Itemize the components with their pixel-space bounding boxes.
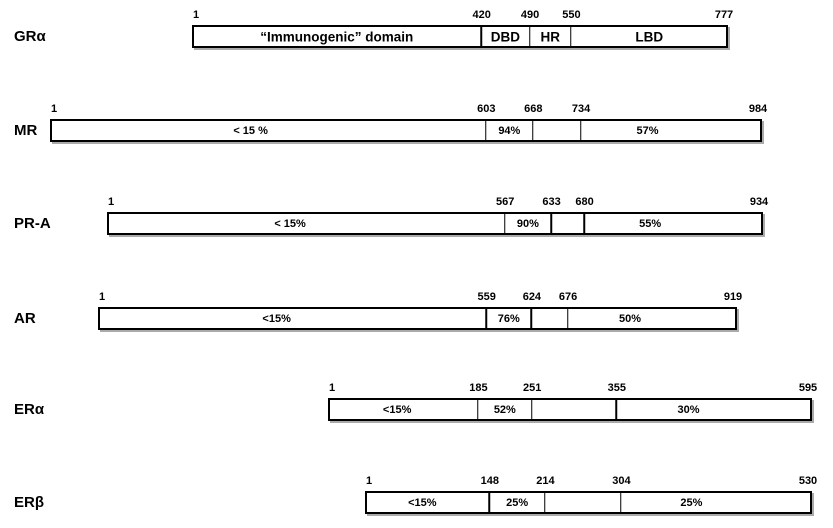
section-divider-line: [579, 121, 582, 140]
aa-position-marker: 251: [522, 382, 542, 394]
section-label: LBD: [635, 29, 664, 44]
receptor-label: AR: [14, 310, 36, 327]
section-divider-line: [550, 214, 552, 233]
aa-position-marker: 934: [749, 196, 769, 208]
aa-position-marker: 420: [472, 9, 491, 21]
section-divider-line: [544, 493, 546, 512]
section-label: 57%: [636, 124, 659, 137]
section-label: HR: [540, 29, 560, 44]
section-divider-line: [503, 214, 506, 233]
aa-position-marker: 919: [723, 291, 743, 303]
domain-bar: <15% 25% 25%: [365, 491, 812, 514]
aa-position-marker: 676: [558, 291, 578, 303]
receptor-label: PR-A: [14, 215, 51, 232]
aa-position-marker: 214: [536, 475, 555, 487]
aa-position-marker: 777: [714, 9, 734, 21]
receptor-label: ERα: [14, 401, 45, 418]
section-label: 25%: [506, 496, 529, 509]
domain-bar: < 15% 90% 55%: [107, 212, 763, 235]
aa-position-marker: 1: [329, 382, 336, 394]
aa-position-marker: 355: [607, 382, 626, 394]
aa-position-marker: 734: [571, 103, 591, 115]
section-divider-line: [615, 400, 618, 419]
section-label: DBD: [490, 29, 520, 44]
domain-bar: < 15 % 94% 57%: [50, 119, 762, 142]
aa-position-marker: 567: [496, 196, 515, 208]
section-label: <15%: [408, 496, 437, 509]
aa-position-marker: 984: [748, 103, 768, 115]
section-divider-line: [620, 493, 622, 512]
section-divider-line: [488, 493, 491, 512]
section-divider-line: [485, 121, 487, 140]
aa-position-marker: 148: [480, 475, 499, 487]
section-divider-line: [566, 309, 569, 328]
section-label: 94%: [498, 124, 521, 137]
section-label: <15%: [262, 312, 291, 325]
aa-position-marker: 559: [477, 291, 496, 303]
aa-position-marker: 1: [108, 196, 115, 208]
section-label: 55%: [639, 217, 662, 230]
aa-position-marker: 185: [469, 382, 488, 394]
aa-position-marker: 1: [51, 103, 58, 115]
section-divider-line: [530, 400, 533, 419]
aa-position-marker: 624: [522, 291, 542, 303]
aa-position-marker: 304: [612, 475, 631, 487]
section-label: <15%: [382, 403, 412, 416]
aa-position-marker: 595: [798, 382, 818, 394]
section-label: 25%: [680, 496, 703, 509]
section-label: 50%: [619, 312, 642, 325]
receptor-label: MR: [14, 122, 38, 139]
aa-position-marker: 680: [575, 196, 594, 208]
section-divider-line: [528, 27, 531, 46]
receptor-label: GRα: [14, 28, 46, 45]
domain-bar: <15% 76% 50%: [98, 307, 737, 330]
aa-position-marker: 603: [477, 103, 496, 115]
section-divider-line: [477, 400, 479, 419]
section-label: “Immunogenic” domain: [260, 29, 414, 44]
domain-bar: <15% 52% 30%: [328, 398, 812, 421]
domain-bar: “Immunogenic” domain DBD HR LBD: [192, 25, 728, 48]
aa-position-marker: 1: [99, 291, 106, 303]
section-label: 76%: [497, 312, 520, 325]
aa-position-marker: 1: [366, 475, 373, 487]
section-divider-line: [485, 309, 487, 328]
aa-position-marker: 550: [562, 9, 581, 21]
aa-position-marker: 633: [542, 196, 561, 208]
section-label: 90%: [516, 217, 539, 230]
section-label: < 15 %: [233, 124, 268, 137]
aa-position-marker: 668: [524, 103, 543, 115]
section-divider-line: [583, 214, 585, 233]
section-divider-line: [530, 309, 533, 328]
section-label: 30%: [677, 403, 700, 416]
receptor-label: ERβ: [14, 494, 44, 511]
section-divider-line: [570, 27, 572, 46]
section-label: < 15%: [274, 217, 306, 230]
aa-position-marker: 1: [193, 9, 200, 21]
section-divider-line: [480, 27, 482, 46]
aa-position-marker: 530: [798, 475, 818, 487]
aa-position-marker: 490: [520, 9, 540, 21]
section-label: 52%: [493, 403, 516, 416]
section-divider-line: [532, 121, 534, 140]
